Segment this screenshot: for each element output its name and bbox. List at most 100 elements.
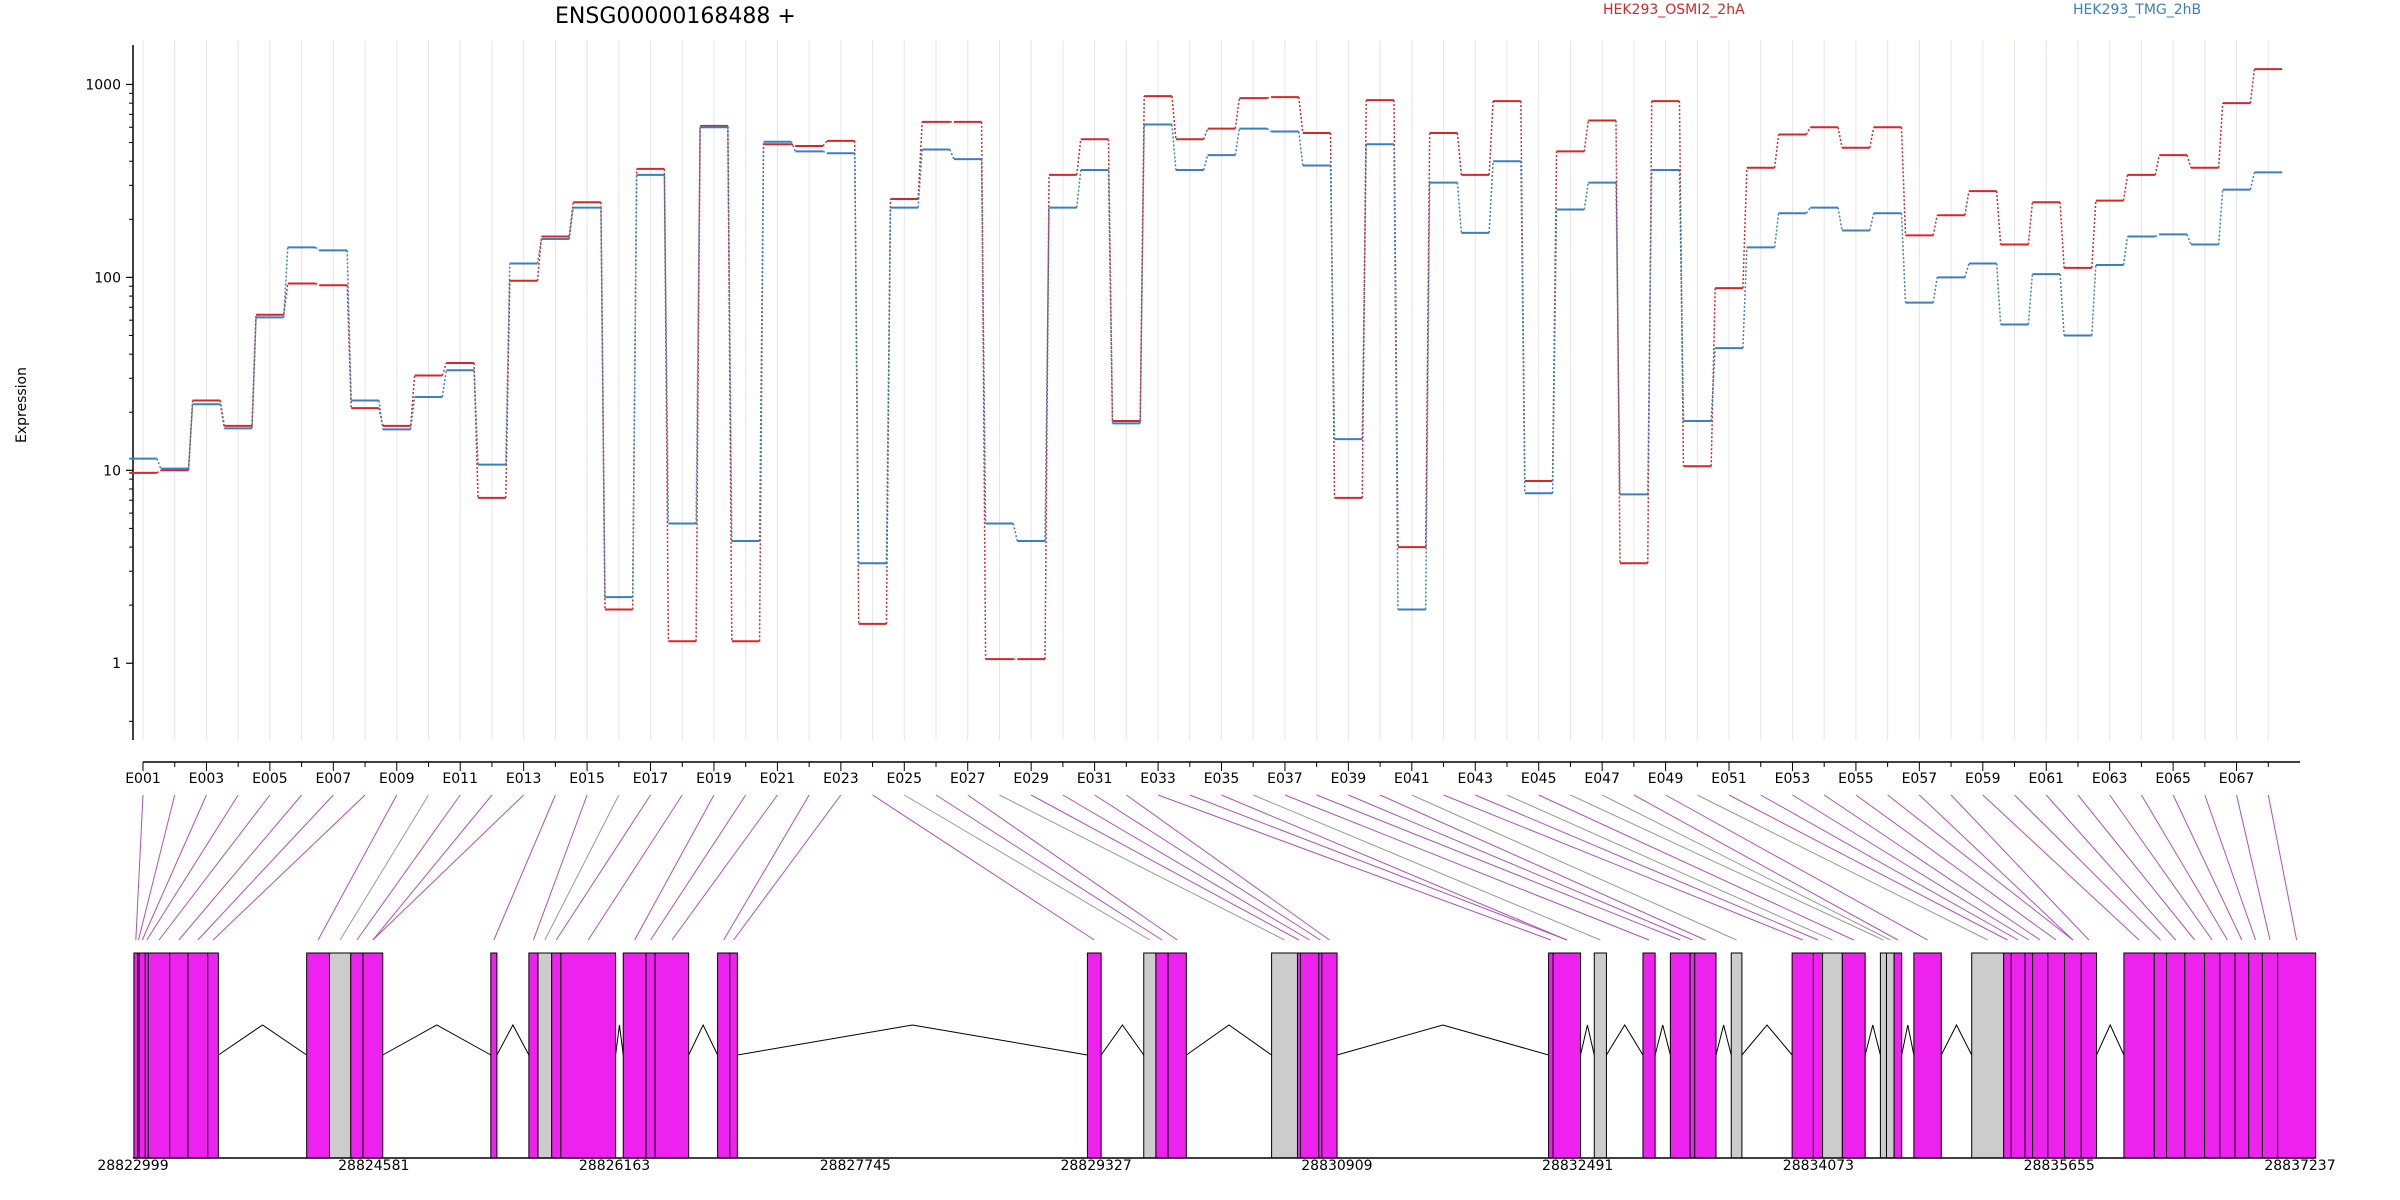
exon-block — [1155, 952, 1169, 1159]
exon-connector — [2204, 794, 2257, 941]
intron-line — [1654, 1024, 1671, 1056]
x-tick-label: E031 — [1077, 771, 1113, 787]
exon-connector — [1950, 794, 2090, 941]
y-tick-label: 10 — [103, 463, 121, 479]
exon-block — [2248, 952, 2263, 1159]
exon-block — [2123, 952, 2155, 1159]
exon-connector — [1665, 794, 1928, 941]
x-tick-label: E005 — [252, 771, 288, 787]
exon-connector — [532, 794, 588, 941]
genomic-tick-label: 28827745 — [820, 1158, 891, 1174]
series-connector — [346, 250, 352, 401]
series-connector — [505, 280, 511, 498]
x-tick-label: E067 — [2219, 771, 2255, 787]
exon-block — [1642, 952, 1656, 1159]
series-connector — [1456, 182, 1463, 233]
exon-block — [1271, 952, 1298, 1159]
exon-connector — [2236, 794, 2271, 941]
legend-series-1: HEK293_OSMI2_2hA — [1603, 2, 1745, 18]
genomic-tick-label: 28830909 — [1301, 1158, 1372, 1174]
series-connector — [1424, 182, 1431, 610]
x-tick-label: E043 — [1457, 771, 1493, 787]
exon-connector — [1316, 794, 1681, 941]
series-connector — [1488, 161, 1494, 233]
exon-connector — [999, 794, 1285, 941]
series-connector — [1044, 207, 1050, 542]
exon-block — [2064, 952, 2082, 1159]
series-connector — [949, 149, 955, 160]
series-connector — [2154, 155, 2160, 175]
x-tick-label: E011 — [442, 771, 478, 787]
exon-connector — [137, 794, 176, 941]
series-connector — [441, 370, 448, 398]
exon-connector — [1030, 794, 1300, 941]
x-tick-label: E013 — [506, 771, 542, 787]
series-connector — [1678, 101, 1685, 467]
series-connector — [409, 396, 416, 430]
series-connector — [1869, 213, 1875, 231]
exon-block — [528, 952, 539, 1159]
series-connector — [1583, 182, 1590, 210]
x-tick-label: E023 — [823, 771, 859, 787]
exon-block — [1593, 952, 1607, 1159]
series-connector — [1298, 131, 1304, 166]
exon-connector — [356, 794, 461, 941]
legend-series-2: HEK293_TMG_2hB — [2073, 2, 2201, 18]
exon-connector — [723, 794, 810, 941]
series-connector — [505, 263, 511, 465]
exon-block — [362, 952, 384, 1159]
series-connector — [473, 362, 479, 498]
exon-connector — [339, 794, 429, 941]
exon-connector — [178, 794, 302, 941]
exon-block — [2261, 952, 2279, 1159]
series-connector — [1932, 215, 1938, 236]
exon-connector — [146, 794, 239, 941]
exon-connector — [493, 794, 556, 941]
exon-connector — [2077, 794, 2196, 941]
exon-block — [1841, 952, 1866, 1159]
exon-connector — [1601, 794, 1891, 941]
series-2 — [129, 123, 2283, 611]
exon-connector — [2172, 794, 2243, 941]
series-connector — [187, 404, 194, 469]
series-connector — [536, 238, 543, 264]
series-connector — [536, 236, 543, 281]
exon-connector — [212, 794, 366, 941]
exon-block — [622, 952, 647, 1159]
intron-line — [1901, 1024, 1915, 1056]
genomic-tick-label: 28834073 — [1783, 1158, 1854, 1174]
exon-block — [645, 952, 656, 1159]
x-tick-label: E039 — [1331, 771, 1367, 787]
series-connector — [790, 143, 796, 147]
intron-line — [1606, 1024, 1644, 1056]
series-connector — [1995, 191, 2002, 245]
exon-block — [1552, 952, 1582, 1159]
exon-block — [2184, 952, 2206, 1159]
series-connector — [790, 141, 796, 152]
series-connector — [695, 125, 701, 642]
series-connector — [1837, 127, 1843, 148]
exon-block — [147, 952, 171, 1159]
series-connector — [1551, 209, 1558, 494]
exon-connector — [1157, 794, 1552, 941]
exon-connector — [1760, 794, 2019, 941]
series-connector — [1361, 144, 1367, 440]
series-connector — [1710, 348, 1716, 422]
series-connector — [1742, 167, 1748, 289]
series-connector — [1615, 120, 1621, 564]
genomic-tick-label: 28837237 — [2264, 1158, 2335, 1174]
exon-connector — [1221, 794, 1568, 941]
exon-block — [306, 952, 330, 1159]
series-connector — [568, 207, 574, 240]
exon-connector — [1728, 794, 2008, 941]
x-tick-label: E055 — [1838, 771, 1874, 787]
series-connector — [1932, 277, 1938, 303]
intron-line — [1100, 1024, 1145, 1056]
series-connector — [1424, 133, 1431, 548]
genomic-tick-label: 28822999 — [97, 1158, 168, 1174]
intron-line — [1336, 1024, 1549, 1056]
intron-line — [1715, 1024, 1732, 1056]
exon-connector — [197, 794, 334, 941]
exon-block — [729, 952, 738, 1159]
exon-connector — [317, 794, 398, 941]
